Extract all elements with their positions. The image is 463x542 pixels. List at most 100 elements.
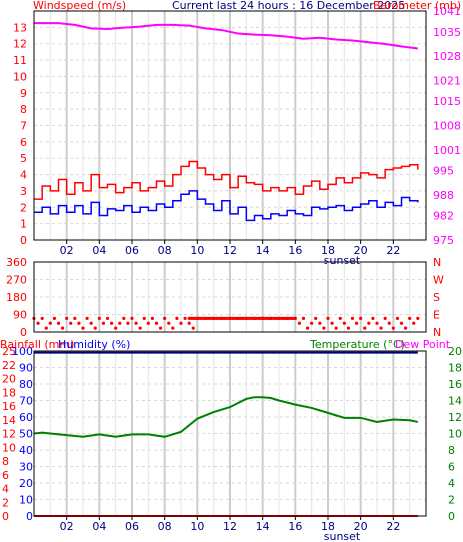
wind-direction-point [314,316,318,320]
compass-tick-label: E [433,309,440,322]
wind-direction-point [403,326,408,330]
wind-direction-point [167,321,171,325]
humidity-axis-title: Humidity (%) [58,338,130,351]
temperature-line [33,396,419,438]
chart-title: Current last 24 hours : 16 December 2025 [172,0,405,12]
windspeed-tick-label: 9 [20,87,27,100]
wind-direction-point [371,316,375,320]
compass-tick-label: S [433,291,440,304]
temperature-tick-label: 20 [448,345,462,358]
barometer-tick-label: 975 [433,234,454,247]
wind-direction-point [163,316,167,320]
windspeed-tick-label: 3 [20,185,27,198]
wind-direction-point [350,316,355,320]
windspeed-tick-label: 4 [20,169,27,182]
wind-direction-point [191,326,195,330]
temperature-tick-label: 8 [448,444,455,457]
wind-direction-point [105,316,110,320]
wind-direction-point [85,316,89,320]
humidity-tick-label: 30 [19,461,33,474]
wind-direction-point [171,326,175,330]
x-tick-label: 16 [288,244,302,257]
wind-direction-point [412,321,416,325]
x-tick-label: 20 [354,520,368,533]
temperature-tick-label: 12 [448,411,462,424]
wind-direction-point [346,326,351,330]
x-tick-label: 02 [60,520,74,533]
temperature-axis-title: Temperature (°C) [309,338,405,351]
compass-tick-label: N [433,326,441,339]
wind-gust-line [34,160,419,200]
wind-speed-line [34,190,419,222]
wind-direction-point [65,316,69,320]
rainfall-tick-label: 10 [2,441,16,454]
barometer-tick-label: 988 [433,189,454,202]
rainfall-tick-label: 8 [2,455,9,468]
humidity-tick-label: 50 [19,428,33,441]
wind-direction-point [126,321,130,325]
temperature-tick-label: 10 [448,428,462,441]
windspeed-tick-label: 5 [20,152,27,165]
humidity-tick-label: 70 [19,395,33,408]
humidity-tick-label: 20 [19,477,33,490]
wind-direction-point [399,321,404,325]
wind-direction-point [60,326,65,330]
x-tick-label: 18 [321,244,335,257]
wind-direction-point [114,326,118,330]
barometer-tick-label: 982 [433,210,454,223]
x-tick-label: 06 [125,244,139,257]
wind-direction-point [416,316,420,320]
wind-direction-point [293,316,297,320]
x-tick-label: 04 [92,520,106,533]
x-tick-label: 12 [223,520,237,533]
wind-direction-point [154,321,159,325]
temperature-tick-label: 14 [448,395,462,408]
wind-direction-point [52,316,57,320]
wind-direction-point [395,316,400,320]
wind-direction-point [363,326,367,330]
direction-tick-label: 90 [13,309,27,322]
wind-direction-point [40,316,44,320]
humidity-tick-label: 40 [19,444,33,457]
barometer-axis-title: Barometer (mb) [373,0,461,12]
wind-direction-point [330,321,334,325]
barometer-tick-label: 1035 [433,26,461,39]
x-tick-label: 12 [223,244,237,257]
temperature-tick-label: 4 [448,477,455,490]
wind-direction-point [354,321,359,325]
windspeed-tick-label: 11 [13,54,27,67]
barometer-line [34,22,418,50]
wind-direction-point [391,326,395,330]
wind-direction-point [44,326,48,330]
wind-direction-point [297,321,302,325]
x-tick-label: 16 [288,520,302,533]
wind-direction-point [93,326,97,330]
wind-direction-point [387,321,391,325]
rainfall-axis-title: Rainfall (mm) [0,338,74,351]
compass-tick-label: N [433,256,441,269]
x-tick-label: 10 [190,244,204,257]
wind-direction-point [118,321,122,325]
wind-direction-point [301,316,306,320]
rainfall-tick-label: 18 [2,386,16,399]
direction-tick-label: 180 [6,291,27,304]
wind-direction-point [322,326,326,330]
rainfall-tick-label: 12 [2,428,16,441]
windspeed-tick-label: 6 [20,136,27,149]
rainfall-tick-label: 25 [2,345,16,358]
rainfall-tick-label: 22 [2,359,16,372]
x-tick-label: 18 [321,520,335,533]
windspeed-tick-label: 12 [13,38,27,51]
windspeed-tick-label: 7 [20,120,27,133]
wind-direction-point [342,321,346,325]
wind-direction-point [334,326,338,330]
barometer-tick-label: 995 [433,165,454,178]
wind-direction-point [305,326,310,330]
wind-direction-point [326,316,330,320]
direction-tick-label: 0 [20,326,27,339]
barometer-tick-label: 1041 [433,5,461,18]
humidity-tick-label: 100 [12,345,33,358]
